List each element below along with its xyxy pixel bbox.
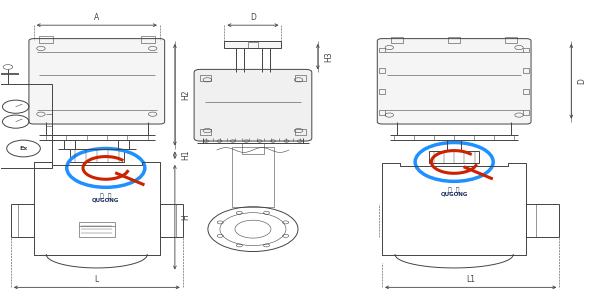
Text: L1: L1 bbox=[466, 275, 475, 284]
Bar bbox=[526, 204, 559, 237]
Bar bbox=[232, 147, 274, 207]
Text: 渠  工: 渠 工 bbox=[100, 193, 111, 199]
Bar bbox=[39, 36, 53, 43]
Text: QUGONG: QUGONG bbox=[92, 198, 119, 203]
Bar bbox=[225, 41, 282, 49]
Text: A: A bbox=[94, 13, 99, 22]
Bar bbox=[70, 148, 124, 162]
Text: 渠  工: 渠 工 bbox=[448, 187, 460, 193]
Text: D: D bbox=[577, 78, 586, 84]
Bar bbox=[295, 75, 306, 81]
Bar bbox=[429, 152, 479, 163]
FancyBboxPatch shape bbox=[194, 69, 312, 141]
Bar bbox=[391, 37, 403, 43]
Bar bbox=[200, 75, 211, 81]
Bar bbox=[448, 37, 460, 43]
Bar bbox=[379, 89, 385, 94]
Bar bbox=[523, 48, 529, 52]
Bar bbox=[523, 110, 529, 115]
Bar bbox=[295, 129, 306, 135]
Text: H1: H1 bbox=[181, 150, 190, 160]
FancyBboxPatch shape bbox=[377, 39, 531, 124]
FancyBboxPatch shape bbox=[29, 39, 165, 124]
Bar bbox=[141, 36, 155, 43]
Bar bbox=[11, 204, 34, 237]
Text: H: H bbox=[181, 214, 190, 220]
Bar bbox=[0, 84, 52, 168]
Bar bbox=[79, 222, 115, 237]
Text: L: L bbox=[95, 275, 99, 284]
Bar bbox=[379, 110, 385, 115]
Bar bbox=[160, 204, 182, 237]
Bar bbox=[242, 142, 264, 154]
Bar bbox=[505, 37, 517, 43]
Text: D: D bbox=[250, 13, 256, 22]
Bar bbox=[248, 42, 258, 48]
Bar bbox=[523, 68, 529, 73]
Bar bbox=[523, 89, 529, 94]
Text: QUGONG: QUGONG bbox=[441, 192, 468, 197]
Bar bbox=[379, 68, 385, 73]
Text: H3: H3 bbox=[324, 51, 333, 62]
Text: Ex: Ex bbox=[19, 146, 28, 151]
Bar bbox=[379, 48, 385, 52]
Bar bbox=[200, 129, 211, 135]
Text: H2: H2 bbox=[181, 89, 190, 100]
